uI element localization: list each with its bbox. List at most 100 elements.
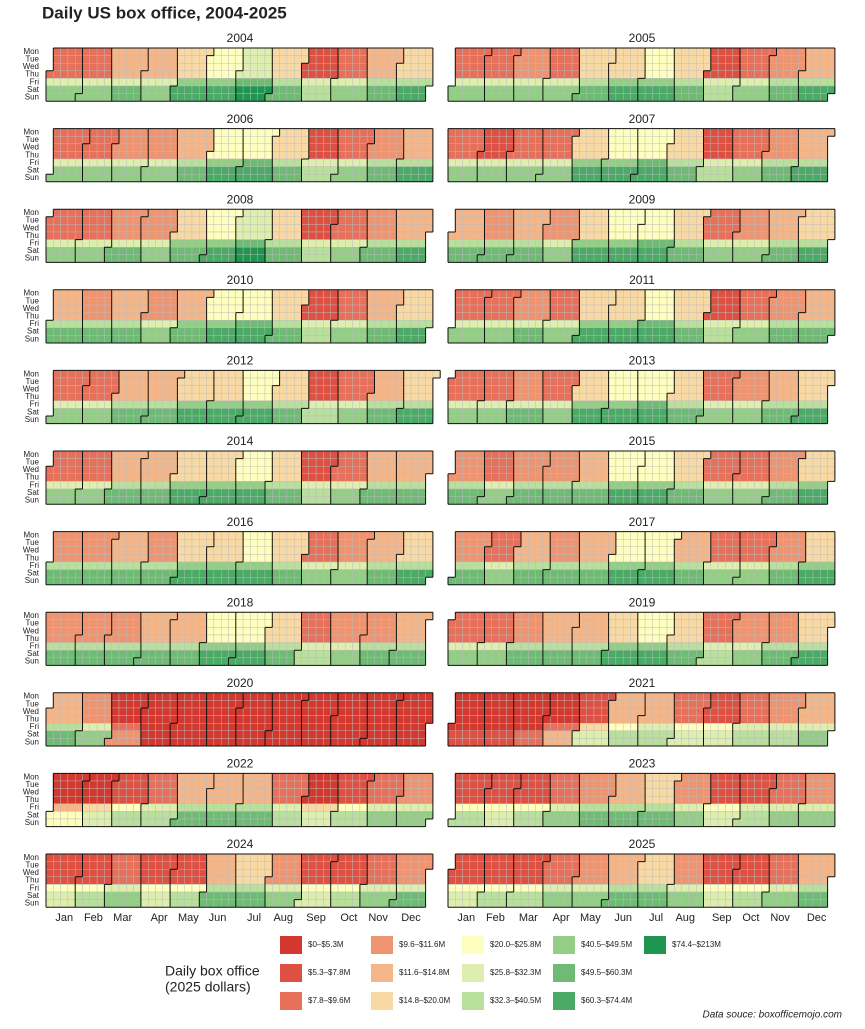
day-cell <box>477 63 485 72</box>
day-cell <box>337 158 346 167</box>
day-cell <box>220 158 229 167</box>
day-cell <box>279 327 288 336</box>
day-cell <box>601 85 609 94</box>
day-cell <box>133 370 142 379</box>
day-cell <box>169 450 178 459</box>
day-cell <box>228 488 237 497</box>
day-cell <box>374 151 383 160</box>
day-cell <box>564 231 573 240</box>
day-cell <box>790 151 799 160</box>
day-cell <box>220 289 229 298</box>
day-cell <box>790 128 799 137</box>
day-cell <box>374 377 383 386</box>
day-cell <box>477 377 485 386</box>
day-cell <box>396 224 404 233</box>
day-cell <box>162 151 171 160</box>
day-cell <box>776 370 785 379</box>
day-cell <box>257 466 266 475</box>
day-cell <box>571 47 580 56</box>
day-cell <box>725 415 733 424</box>
day-cell <box>659 289 668 298</box>
day-cell <box>147 569 156 578</box>
day-cell <box>769 312 777 321</box>
day-cell <box>60 554 69 563</box>
day-cell <box>557 246 566 255</box>
day-cell <box>812 93 821 102</box>
day-cell <box>542 254 551 263</box>
day-cell <box>315 370 324 379</box>
day-cell <box>666 93 675 102</box>
day-cell <box>337 561 346 570</box>
day-cell <box>315 254 324 263</box>
day-cell <box>264 93 273 102</box>
day-cell <box>155 70 164 79</box>
weekday-label: Wed <box>23 465 39 474</box>
day-cell <box>250 78 258 87</box>
day-cell <box>53 224 61 233</box>
day-cell <box>710 312 719 321</box>
day-cell <box>579 408 587 417</box>
day-cell <box>359 239 368 248</box>
day-cell <box>469 466 478 475</box>
day-cell <box>805 85 814 94</box>
day-cell <box>717 400 726 409</box>
day-cell <box>550 151 558 160</box>
day-cell <box>550 327 558 336</box>
day-cell <box>96 208 105 217</box>
day-cell <box>754 320 763 329</box>
day-cell <box>579 78 587 87</box>
day-cell <box>674 216 682 225</box>
day-cell <box>367 254 375 263</box>
day-cell <box>323 304 331 313</box>
day-cell <box>301 320 310 329</box>
day-cell <box>542 78 551 87</box>
day-cell <box>498 496 507 505</box>
day-cell <box>418 312 426 321</box>
day-cell <box>184 400 193 409</box>
day-cell <box>140 554 149 563</box>
day-cell <box>242 450 251 459</box>
day-cell <box>571 224 580 233</box>
day-cell <box>630 208 639 217</box>
day-cell <box>177 496 185 505</box>
day-cell <box>301 531 310 540</box>
day-cell <box>96 320 105 329</box>
day-cell <box>177 151 185 160</box>
day-cell <box>571 70 580 79</box>
day-cell <box>388 531 397 540</box>
day-cell <box>601 539 609 548</box>
day-cell <box>235 78 244 87</box>
day-cell <box>410 473 419 482</box>
day-cell <box>418 473 426 482</box>
day-cell <box>89 216 98 225</box>
day-cell <box>169 231 178 240</box>
day-cell <box>250 577 258 586</box>
day-cell <box>367 304 375 313</box>
day-cell <box>147 531 156 540</box>
day-cell <box>286 408 295 417</box>
day-cell <box>520 496 529 505</box>
day-cell <box>579 289 587 298</box>
day-cell <box>381 47 390 56</box>
day-cell <box>535 208 544 217</box>
day-cell <box>191 554 200 563</box>
day-cell <box>513 458 522 467</box>
day-cell <box>455 569 463 578</box>
day-cell <box>60 93 69 102</box>
day-cell <box>593 216 602 225</box>
day-cell <box>418 85 426 94</box>
day-cell <box>601 546 609 555</box>
day-cell <box>528 539 536 548</box>
day-cell <box>477 246 485 255</box>
day-cell <box>272 158 280 167</box>
day-cell <box>827 466 836 475</box>
day-cell <box>169 466 178 475</box>
day-cell <box>798 385 806 394</box>
day-cell <box>681 143 690 152</box>
day-cell <box>732 151 741 160</box>
day-cell <box>418 561 426 570</box>
day-cell <box>308 312 317 321</box>
weekday-label: Sat <box>27 407 40 416</box>
day-cell <box>681 166 690 175</box>
day-cell <box>455 151 463 160</box>
